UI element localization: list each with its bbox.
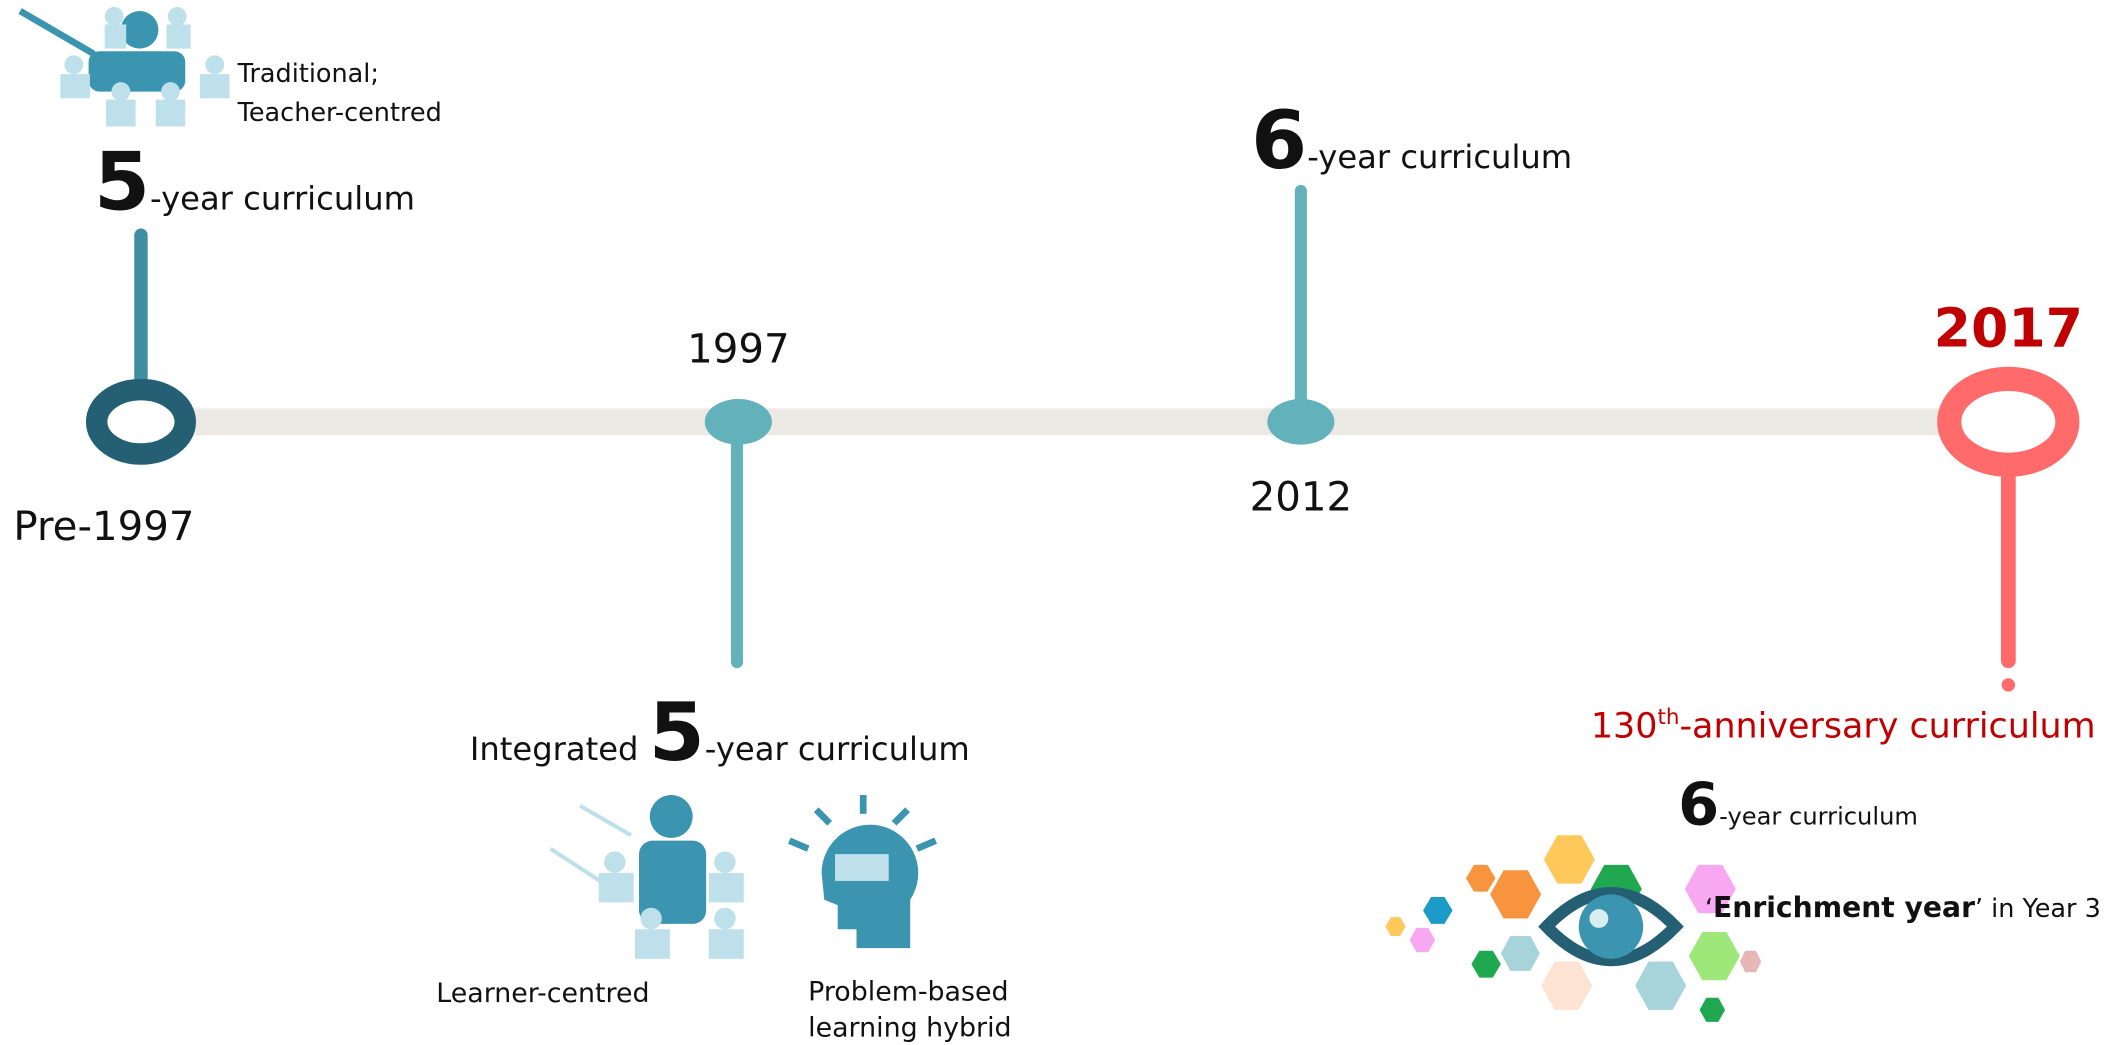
label: -year curriculum [705,730,970,768]
note: ‘Enrichment year’ in Year 3 [1705,891,2101,924]
number: 5 [649,685,705,779]
node [1949,379,2067,465]
icon-label: Problem-based [808,976,1008,1007]
label: -year curriculum [1307,138,1572,176]
heading: Integrated 5-year curriculum [470,685,970,779]
node [705,399,772,445]
icon-label: Learner-centred [436,978,649,1009]
learner-icon [550,795,743,959]
year: 2012 [1250,474,1352,520]
node [1267,399,1334,445]
page: Traditional; Teacher-centred 5-year curr… [0,0,2105,1045]
year: 2017 [1934,297,2083,360]
year: Pre-1997 [13,504,194,550]
number: 6 [1678,770,1719,839]
note: Teacher-centred [237,98,442,128]
pbl-icon [789,795,935,948]
label: -year curriculum [150,180,415,218]
icon-label: learning hybrid [808,1013,1011,1044]
heading: 6-year curriculum [1251,93,1572,187]
label: -year curriculum [1719,803,1918,831]
number: 6 [1251,93,1307,187]
ordinal: 130 [1591,706,1658,746]
timeline: Traditional; Teacher-centred 5-year curr… [0,0,2105,1045]
year: 1997 [687,327,789,373]
note-text: ’ in Year 3 [1975,894,2101,924]
emphasis: Enrichment year [1713,891,1975,924]
heading: 5-year curriculum [94,135,415,229]
node [97,390,186,454]
note: Traditional; [237,59,379,89]
ordinal-suffix: th [1657,705,1679,730]
label: -anniversary curriculum [1679,706,2095,746]
quote: ‘ [1705,894,1713,924]
hexagon-eye-icon [1385,835,1761,1022]
teacher-icon [20,7,229,126]
heading: 6-year curriculum [1678,770,1918,839]
stem-dot [2002,678,2015,691]
number: 5 [94,135,150,229]
label: Integrated [470,730,649,768]
heading: 130th-anniversary curriculum [1591,705,2096,746]
